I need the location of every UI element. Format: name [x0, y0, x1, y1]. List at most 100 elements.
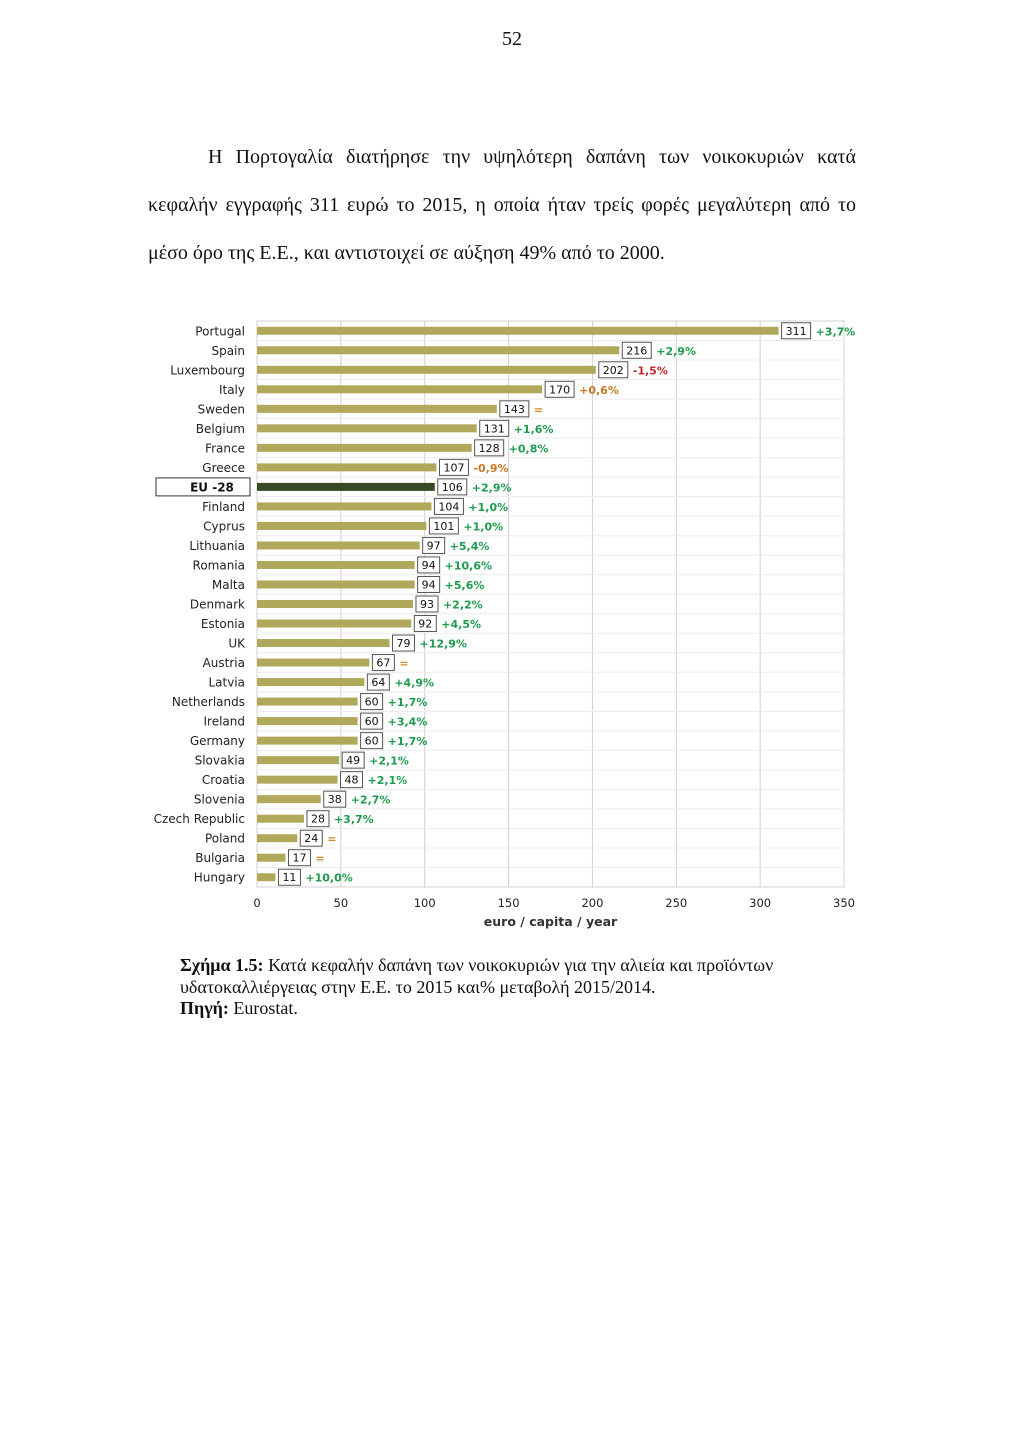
value-label: 79 [396, 637, 410, 650]
value-label: 93 [420, 598, 434, 611]
value-label-box [299, 829, 323, 847]
category-label: Sweden [198, 402, 245, 416]
value-label-box [474, 439, 505, 457]
page-number: 52 [502, 28, 522, 50]
value-label-box [360, 712, 384, 730]
value-label-box [288, 849, 312, 867]
change-label: +1,7% [388, 696, 428, 709]
bar [257, 580, 415, 589]
x-axis-label: euro / capita / year [484, 914, 618, 929]
value-label: 97 [427, 539, 441, 552]
category-label: EU -28 [190, 480, 234, 494]
highlight-label-box [155, 477, 251, 497]
change-label: +2,7% [351, 794, 391, 807]
value-label: 107 [443, 461, 464, 474]
bar [257, 873, 276, 882]
bar [257, 424, 477, 433]
value-label: 170 [549, 383, 570, 396]
caption-label: Σχήμα 1.5: [180, 955, 264, 975]
value-label-box [438, 458, 469, 476]
category-label: Cyprus [203, 519, 245, 533]
bar [257, 834, 298, 843]
value-label-box [479, 419, 510, 437]
bar [257, 795, 321, 804]
source-label: Πηγή: [180, 998, 229, 1018]
category-label: Lithuania [189, 539, 245, 553]
change-label: = [399, 657, 408, 670]
change-label: +0,8% [509, 442, 549, 455]
value-label: 28 [311, 813, 325, 826]
category-label: Greece [202, 461, 245, 475]
x-tick-label: 300 [749, 896, 771, 910]
bar [257, 443, 472, 452]
value-label: 24 [304, 832, 318, 845]
change-label: +4,5% [441, 618, 481, 631]
bar [257, 678, 365, 687]
category-label: France [205, 441, 245, 455]
value-label: 94 [422, 559, 436, 572]
value-label: 17 [293, 852, 307, 865]
bar [257, 756, 340, 765]
value-label: 11 [282, 871, 296, 884]
change-label: +1,0% [463, 520, 503, 533]
value-label: 202 [603, 364, 624, 377]
value-label-box [391, 634, 415, 652]
x-tick-label: 200 [581, 896, 603, 910]
value-label-box [366, 673, 390, 691]
value-label-box [340, 771, 364, 789]
value-label-box [360, 732, 384, 750]
category-label: Portugal [195, 324, 245, 338]
x-tick-label: 100 [414, 896, 436, 910]
category-label: Luxembourg [170, 363, 245, 377]
change-label: +1,0% [468, 501, 508, 514]
change-label: +5,4% [450, 540, 490, 553]
value-label: 92 [418, 618, 432, 631]
category-label: Estonia [201, 617, 245, 631]
value-label: 143 [504, 403, 525, 416]
bar [257, 404, 497, 413]
expenditure-bar-chart: 0 50 100 150 200 250 300 350 euro / capita / yea… [154, 320, 855, 929]
figure-source: Πηγή: Eurostat. [180, 998, 298, 1019]
change-label: = [316, 852, 325, 865]
value-label-box [417, 575, 441, 593]
value-label-box [306, 810, 330, 828]
bar [257, 326, 779, 335]
value-label: 60 [365, 715, 379, 728]
value-label: 104 [438, 500, 459, 513]
category-label: Slovakia [195, 754, 245, 768]
category-label: Finland [202, 500, 245, 514]
bar [257, 365, 596, 374]
category-label: Denmark [190, 598, 245, 612]
category-label: Croatia [202, 773, 245, 787]
change-label: +2,2% [443, 599, 483, 612]
change-label: +1,6% [514, 423, 554, 436]
change-label: -0,9% [473, 462, 508, 475]
value-label: 216 [626, 344, 647, 357]
value-label: 49 [346, 754, 360, 767]
source-text: Eurostat. [228, 998, 298, 1018]
bar [257, 482, 435, 491]
value-label: 94 [422, 578, 436, 591]
value-label-box [413, 615, 437, 633]
value-label-box [277, 868, 301, 886]
x-tick-label: 250 [665, 896, 687, 910]
value-label-box [433, 497, 464, 515]
value-label-box [415, 595, 439, 613]
value-label-box [417, 556, 441, 574]
x-tick-label: 50 [334, 896, 349, 910]
change-label: +0,6% [579, 384, 619, 397]
bar [257, 463, 437, 472]
category-label: Netherlands [172, 695, 245, 709]
figure-caption: Σχήμα 1.5: Κατά κεφαλήν δαπάνη των νοικο… [180, 954, 880, 998]
x-tick-label: 150 [498, 896, 520, 910]
value-label: 60 [365, 696, 379, 709]
value-label: 131 [484, 422, 505, 435]
bar [257, 775, 338, 784]
bar [257, 717, 358, 726]
change-label: +2,9% [656, 345, 696, 358]
bar [257, 639, 390, 648]
category-label: Germany [190, 734, 245, 748]
change-label: +12,9% [419, 638, 466, 651]
change-label: +10,6% [445, 559, 492, 572]
bar [257, 619, 412, 628]
